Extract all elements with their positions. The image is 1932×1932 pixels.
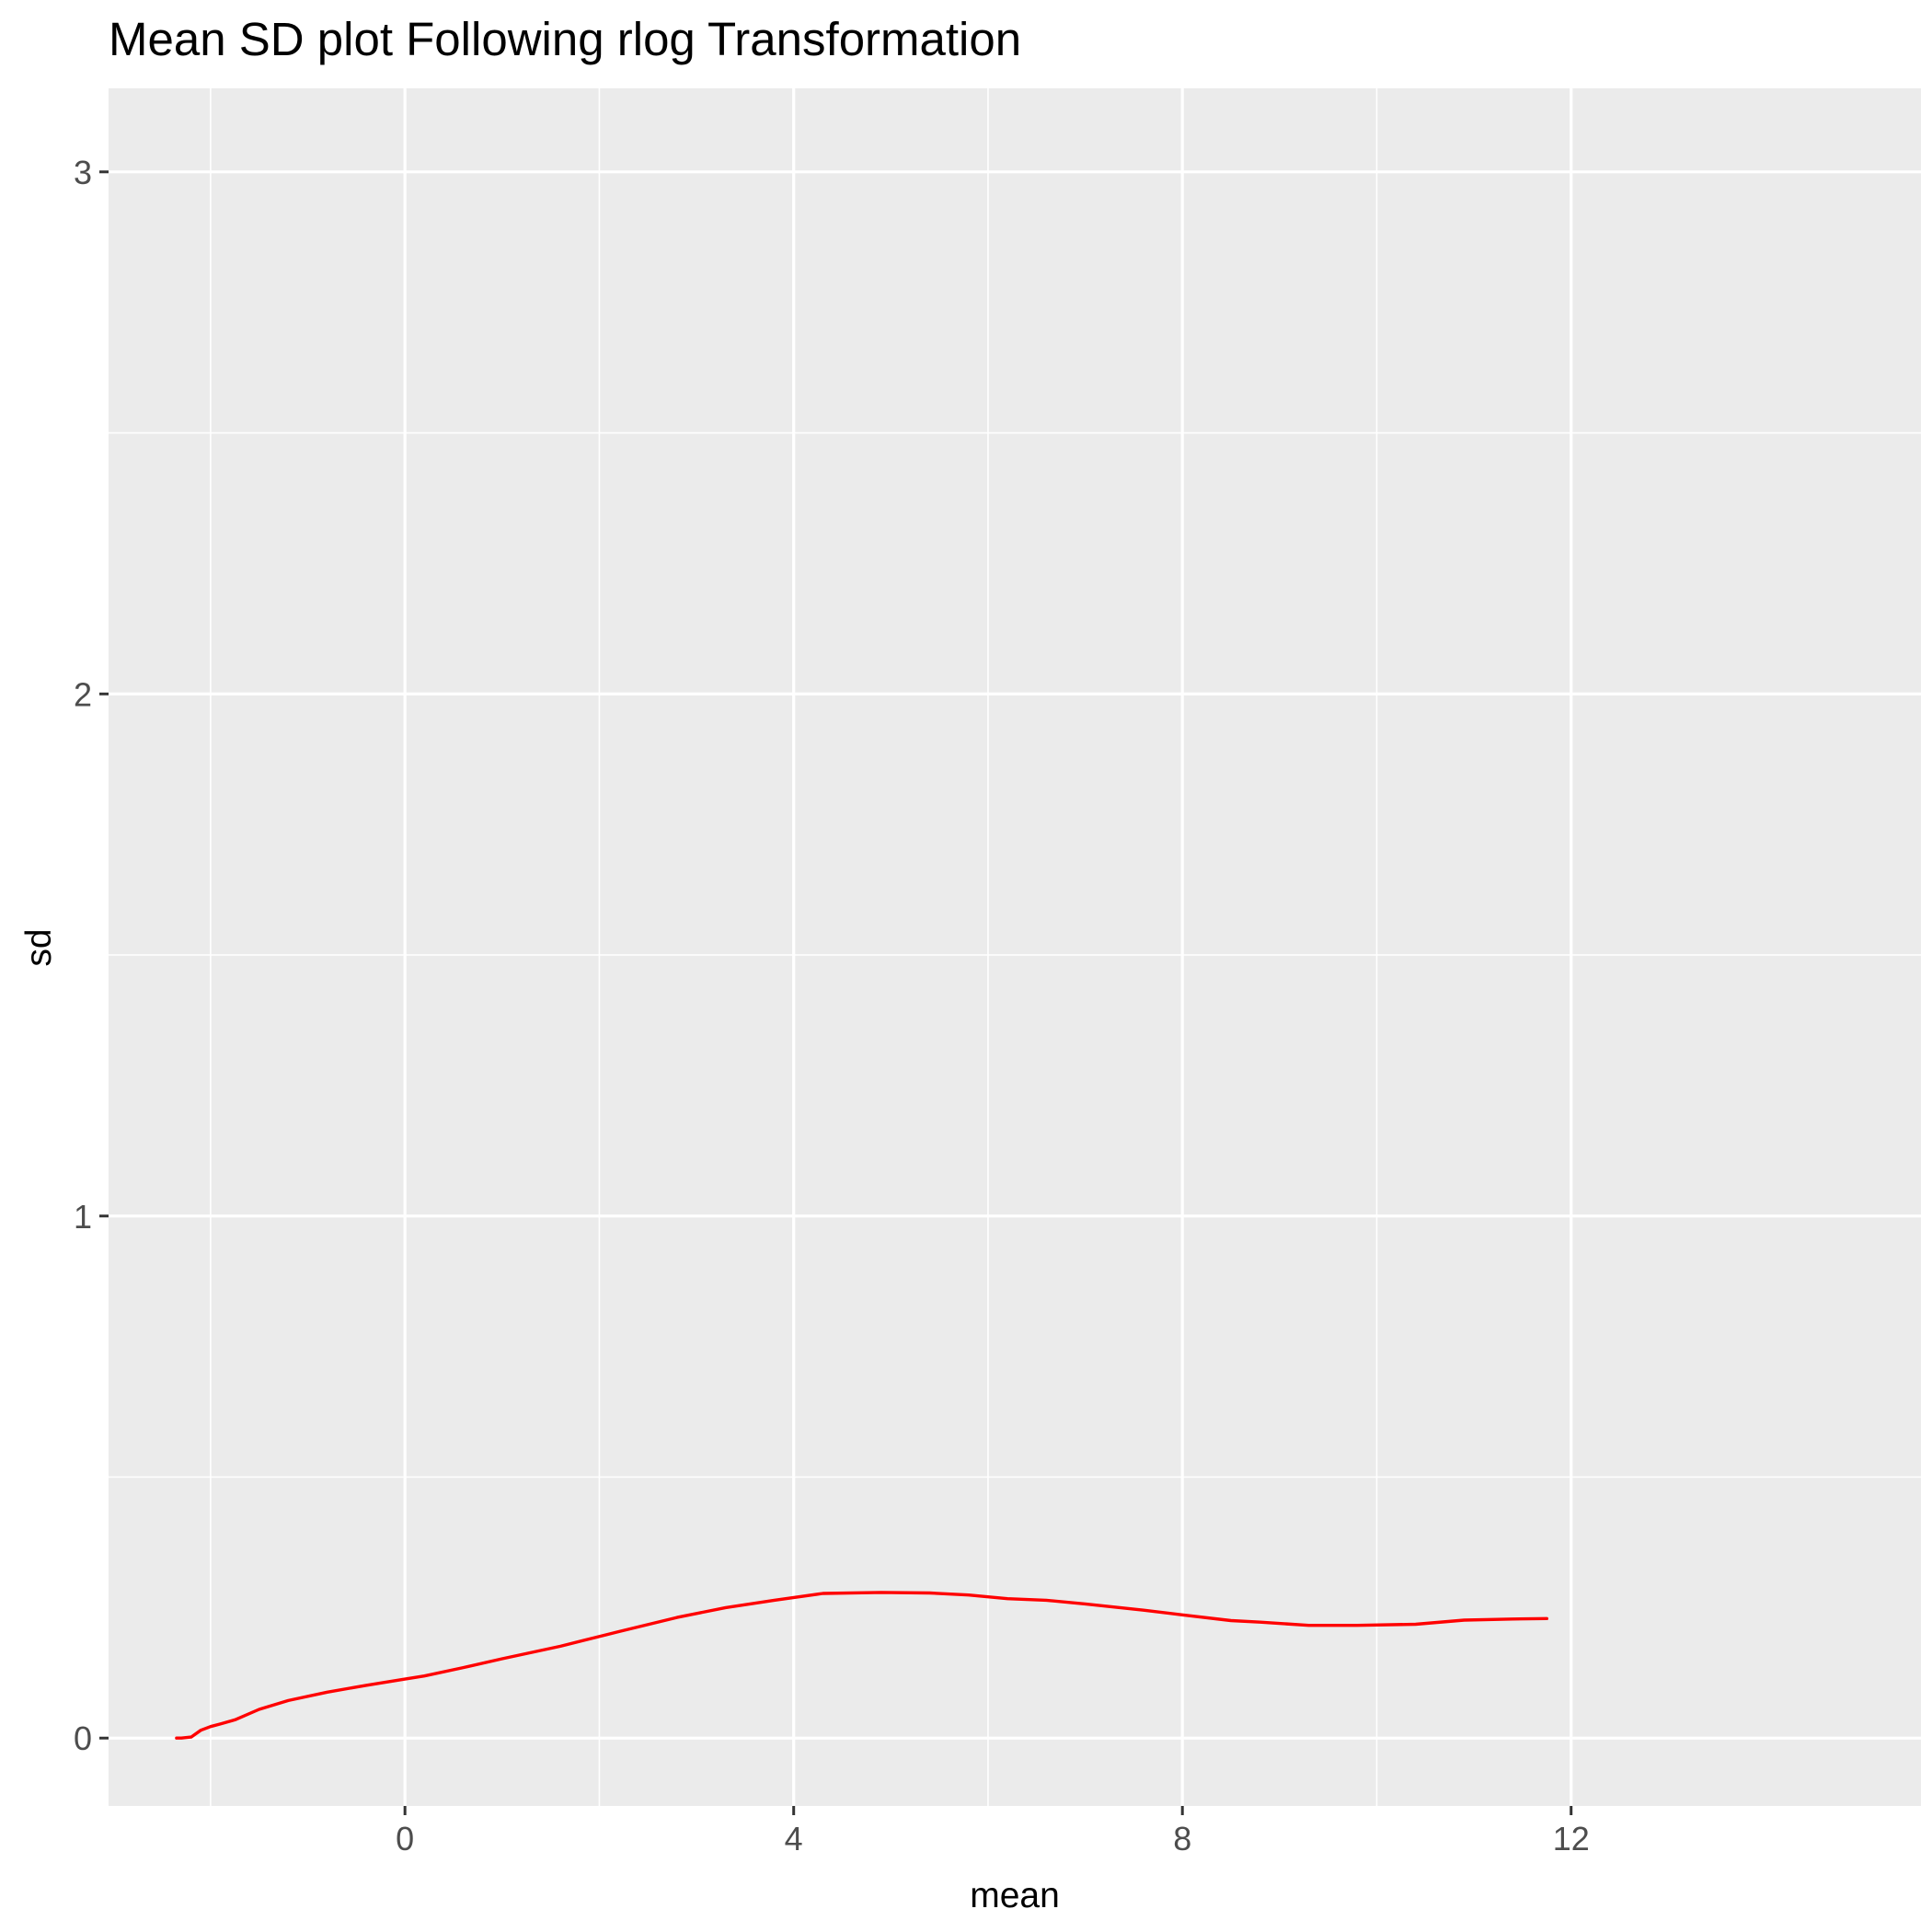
x-tick-label: 12 [1553,1820,1590,1857]
series-layer [175,1591,1549,1740]
x-axis-title: mean [970,1876,1060,1915]
y-tick-label: 2 [74,675,92,713]
y-axis-title: sd [19,928,59,966]
y-tick-label: 0 [74,1719,92,1757]
chart-title: Mean SD plot Following rlog Transformati… [109,13,1021,65]
minor-gridlines [109,88,1921,1806]
x-tick-label: 0 [396,1820,414,1857]
y-tick-label: 3 [74,154,92,191]
major-gridlines [109,88,1921,1806]
y-axis: 0 1 2 3 [74,154,109,1757]
plot-panel [109,88,1921,1806]
x-tick-label: 4 [785,1820,803,1857]
x-tick-label: 8 [1173,1820,1191,1857]
y-tick-label: 1 [74,1198,92,1236]
x-axis: 0 4 8 12 [396,1806,1590,1857]
series-line [175,1591,1549,1740]
